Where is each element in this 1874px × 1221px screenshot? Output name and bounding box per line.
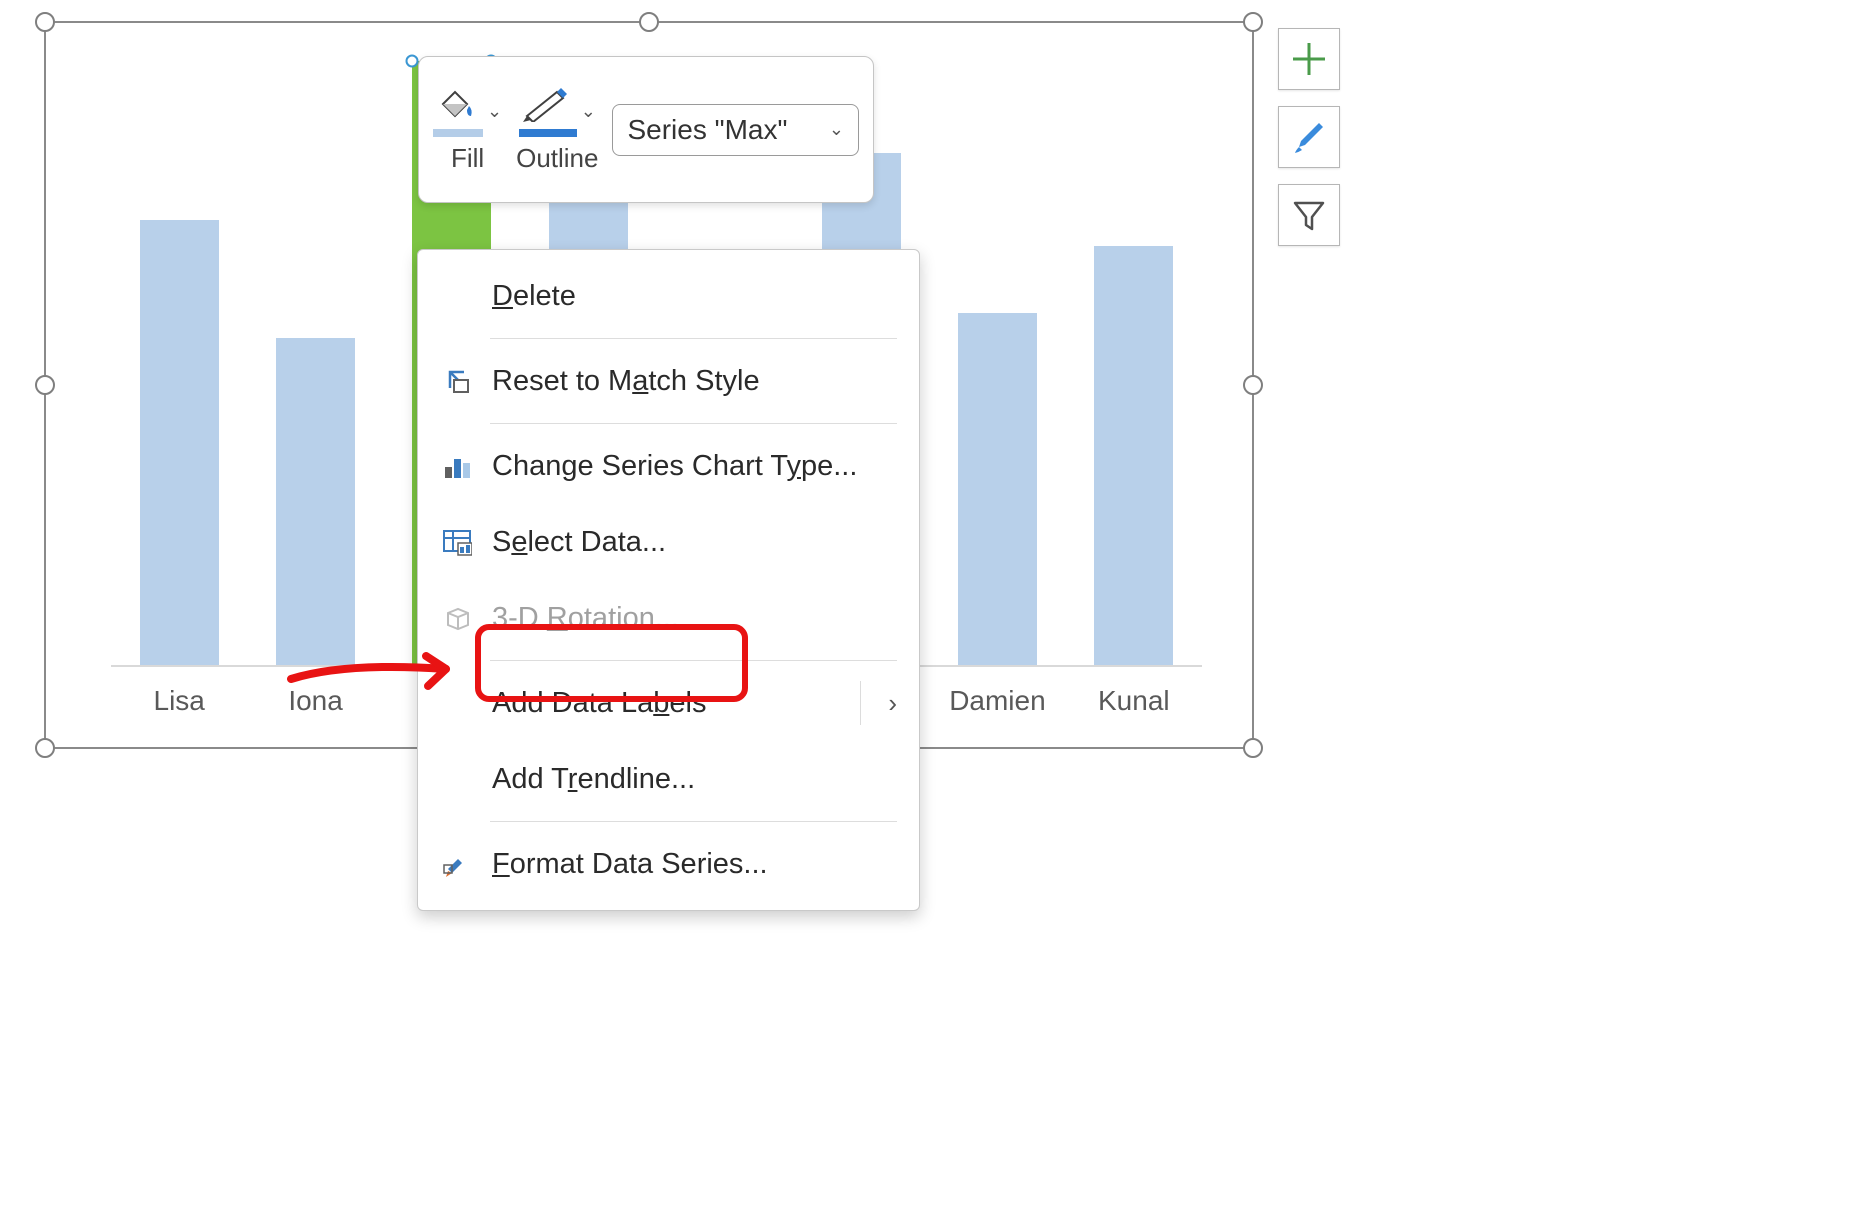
bar-slot — [247, 61, 383, 665]
series-selector-dropdown[interactable]: Series "Max" ⌄ — [612, 104, 859, 156]
menu-item[interactable]: Delete — [418, 258, 919, 334]
menu-separator — [490, 423, 897, 424]
outline-label: Outline — [516, 143, 598, 174]
menu-item-label: Reset to Match Style — [492, 365, 760, 398]
chart-x-label: Kunal — [1066, 685, 1202, 717]
outline-pen-icon — [519, 86, 569, 122]
chevron-down-icon: ⌄ — [581, 101, 596, 122]
chart-x-label: Lisa — [111, 685, 247, 717]
resize-handle-bottom-left[interactable] — [35, 738, 55, 758]
menu-item-label: Add Data Labels — [492, 687, 706, 720]
fill-label: Fill — [451, 143, 484, 174]
menu-item-label: Add Trendline... — [492, 763, 695, 796]
menu-item-label: Format Data Series... — [492, 848, 768, 881]
chevron-down-icon: ⌄ — [829, 119, 844, 140]
chevron-down-icon: ⌄ — [487, 101, 502, 122]
chart-side-buttons — [1278, 28, 1340, 246]
menu-item[interactable]: Add Data Labels › — [418, 665, 919, 741]
plus-icon — [1289, 39, 1329, 79]
bar-slot — [1066, 61, 1202, 665]
bar-selection-handle[interactable] — [406, 55, 419, 68]
none-icon — [440, 686, 474, 720]
brush-icon — [1289, 117, 1329, 157]
mini-toolbar: ⌄ Fill ⌄ Outline Series "Max" ⌄ — [418, 56, 874, 203]
menu-separator — [490, 821, 897, 822]
fill-button[interactable]: ⌄ Fill — [433, 86, 502, 174]
chart-type-icon — [440, 449, 474, 483]
menu-separator — [490, 338, 897, 339]
chart-x-label: Iona — [247, 685, 383, 717]
context-menu: Delete Reset to Match Style Change Series … — [417, 249, 920, 911]
fill-bucket-icon — [433, 86, 477, 122]
menu-item: 3-D Rotation... — [418, 580, 919, 656]
outline-color-swatch — [519, 129, 577, 137]
bar-slot — [111, 61, 247, 665]
outline-button[interactable]: ⌄ Outline — [516, 86, 598, 174]
chart-bar[interactable] — [1094, 246, 1173, 665]
chart-bar[interactable] — [958, 313, 1037, 665]
select-data-icon — [440, 525, 474, 559]
menu-item-label: Change Series Chart Type... — [492, 450, 857, 483]
menu-item[interactable]: Add Trendline... — [418, 741, 919, 817]
resize-handle-top-right[interactable] — [1243, 12, 1263, 32]
chart-styles-button[interactable] — [1278, 106, 1340, 168]
resize-handle-top-left[interactable] — [35, 12, 55, 32]
chart-filters-button[interactable] — [1278, 184, 1340, 246]
none-icon — [440, 762, 474, 796]
menu-item-label: 3-D Rotation... — [492, 602, 679, 635]
series-selector-text: Series "Max" — [627, 114, 787, 146]
submenu-divider — [860, 681, 861, 725]
chart-bar[interactable] — [140, 220, 219, 665]
reset-icon — [440, 364, 474, 398]
chart-bar[interactable] — [276, 338, 355, 665]
none-icon — [440, 279, 474, 313]
menu-item[interactable]: Select Data... — [418, 504, 919, 580]
cube-icon — [440, 601, 474, 635]
funnel-icon — [1289, 195, 1329, 235]
menu-item[interactable]: Format Data Series... — [418, 826, 919, 902]
bar-slot — [929, 61, 1065, 665]
resize-handle-bottom-right[interactable] — [1243, 738, 1263, 758]
format-icon — [440, 847, 474, 881]
resize-handle-top-middle[interactable] — [639, 12, 659, 32]
chevron-right-icon: › — [888, 688, 897, 719]
menu-separator — [490, 660, 897, 661]
menu-item-label: Select Data... — [492, 526, 666, 559]
chart-x-label: Damien — [929, 685, 1065, 717]
chart-elements-button[interactable] — [1278, 28, 1340, 90]
fill-color-swatch — [433, 129, 483, 137]
resize-handle-middle-left[interactable] — [35, 375, 55, 395]
menu-item[interactable]: Change Series Chart Type... — [418, 428, 919, 504]
resize-handle-middle-right[interactable] — [1243, 375, 1263, 395]
menu-item-label: Delete — [492, 280, 576, 313]
menu-item[interactable]: Reset to Match Style — [418, 343, 919, 419]
